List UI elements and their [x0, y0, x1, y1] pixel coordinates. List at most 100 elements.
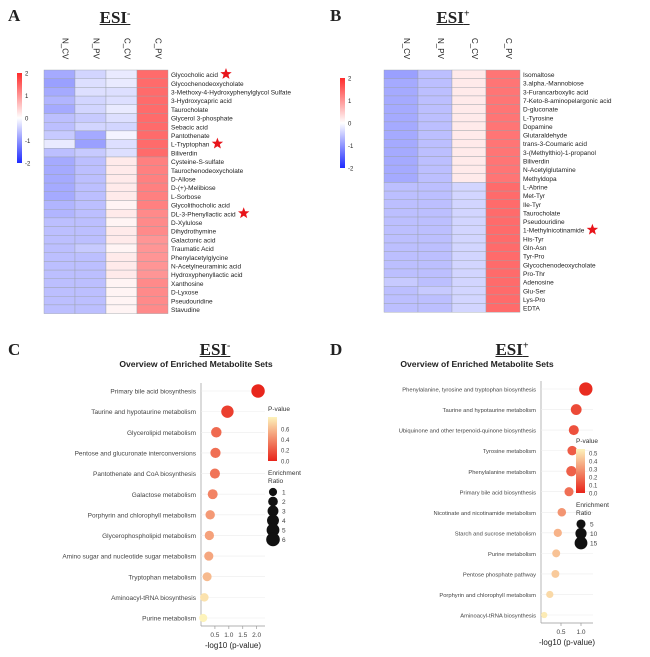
heatmap-cell [136, 95, 169, 105]
heatmap-cell [383, 173, 419, 183]
category-label: Porphyrin and chlorophyll metabolism [88, 512, 196, 519]
heatmap-cell [485, 147, 521, 157]
category-label: Phenylalanine metabolism [468, 470, 536, 476]
row-label: Hydroxyphenyllactic acid [171, 272, 243, 279]
category-label: Amino sugar and nucleotide sugar metabol… [62, 554, 196, 561]
heatmap-cell [485, 199, 521, 209]
data-point [553, 528, 562, 537]
row-label: Gln-Asn [523, 245, 547, 252]
data-point [566, 465, 577, 477]
x-tick-label: 1.5 [238, 632, 247, 639]
heatmap-cell [417, 173, 453, 183]
heatmap-cell [43, 87, 76, 97]
size-legend-label: 2 [282, 499, 286, 506]
heatmap-cell [485, 113, 521, 123]
heatmap-cell [74, 69, 107, 79]
heatmap-cell [43, 235, 76, 245]
heatmap-cell [485, 121, 521, 131]
heatmap-cell [136, 165, 169, 175]
heatmap-cell [485, 286, 521, 296]
x-tick-label: 0.5 [556, 629, 565, 636]
esi-title-a: ESI- [85, 8, 145, 28]
heatmap-cell [74, 121, 107, 132]
legend-title-enrichment: Enrichment [576, 502, 609, 509]
heatmap-cell [383, 234, 419, 244]
heatmap-cell [74, 278, 107, 288]
row-label: Glu-Ser [523, 288, 546, 295]
size-legend-label: 6 [282, 537, 286, 544]
row-label: N-Acetylneuraminic acid [171, 263, 241, 270]
pvalue-colorbar [268, 417, 277, 461]
heatmap-cell [43, 139, 76, 149]
category-label: Purine metabolism [488, 552, 536, 558]
heatmap-cell [485, 294, 521, 304]
heatmap-cell [383, 303, 419, 313]
heatmap-cell [417, 216, 453, 226]
heatmap-cell [417, 130, 453, 140]
heatmap-cell [43, 296, 76, 306]
heatmap-cell [383, 260, 419, 270]
heatmap-cell [383, 87, 419, 97]
heatmap-cell [485, 78, 521, 88]
heatmap-cell [136, 113, 169, 123]
pvalue-tick-label: 0.4 [589, 459, 598, 465]
heatmap-cell [485, 87, 521, 97]
x-axis-label: -log10 (p-value) [539, 638, 595, 647]
heatmap-cell [451, 225, 487, 235]
heatmap-cell [74, 287, 107, 297]
heatmap-cell [451, 286, 487, 296]
size-legend-dot [266, 532, 280, 547]
column-label: N_CV [61, 38, 70, 60]
x-tick-label: 1.0 [576, 629, 585, 636]
heatmap-cell [43, 217, 76, 227]
colorbar-tick-label: -2 [348, 167, 354, 173]
row-label: L-Tyrosine [523, 115, 554, 122]
heatmap-cell [136, 139, 169, 149]
category-label: Primary bile acid biosynthesis [110, 389, 196, 396]
size-legend-label: 5 [590, 521, 594, 528]
heatmap-cell [74, 191, 107, 201]
heatmap-cell [451, 208, 487, 218]
column-label: C_PV [154, 38, 163, 60]
row-label: 3-Hydroxycapric acid [171, 98, 232, 105]
heatmap-cell [417, 242, 453, 252]
row-label: 1-Methylnicotinamide [523, 228, 585, 235]
colorbar-tick-label: 2 [25, 72, 29, 78]
heatmap-cell [105, 130, 138, 140]
esi-base: ESI [436, 8, 464, 27]
row-label: L-Tryptophan [171, 142, 210, 149]
heatmap-cell [485, 251, 521, 261]
category-label: Pentose phosphate pathway [463, 573, 536, 579]
column-label: C_PV [504, 38, 513, 60]
row-label: L-Sorbose [171, 194, 201, 201]
row-label: Tyr-Pro [523, 254, 545, 261]
category-label: Tryptophan metabolism [128, 574, 196, 581]
row-label: Lys-Pro [523, 297, 546, 304]
heatmap-cell [383, 294, 419, 304]
row-label: Taurocholate [523, 210, 561, 217]
heatmap-cell [136, 182, 169, 193]
heatmap-cell [451, 138, 487, 149]
heatmap-cell [74, 182, 107, 193]
heatmap-cell [105, 78, 138, 88]
heatmap-cell [485, 95, 521, 105]
row-label: Pseudouridine [523, 219, 565, 226]
colorbar [17, 73, 22, 163]
heatmap-cell [383, 286, 419, 296]
colorbar-tick-label: 0 [348, 122, 352, 128]
esi-sign: + [463, 8, 470, 20]
panel-letter-c: C [8, 340, 21, 359]
pvalue-tick-label: 0.2 [281, 449, 290, 455]
heatmap-cell [383, 104, 419, 114]
heatmap-cell [105, 208, 138, 219]
heatmap-cell [485, 173, 521, 183]
pvalue-tick-label: 0.3 [589, 467, 598, 473]
heatmap-cell [136, 269, 169, 280]
category-label: Pentose and glucuronate interconversions [75, 451, 197, 458]
heatmap-cell [43, 78, 76, 88]
row-label: Biliverdin [523, 159, 550, 166]
heatmap-cell [136, 304, 169, 314]
heatmap-cell [485, 303, 521, 313]
heatmap-cell [136, 278, 169, 288]
row-label: Adenosine [523, 280, 554, 287]
